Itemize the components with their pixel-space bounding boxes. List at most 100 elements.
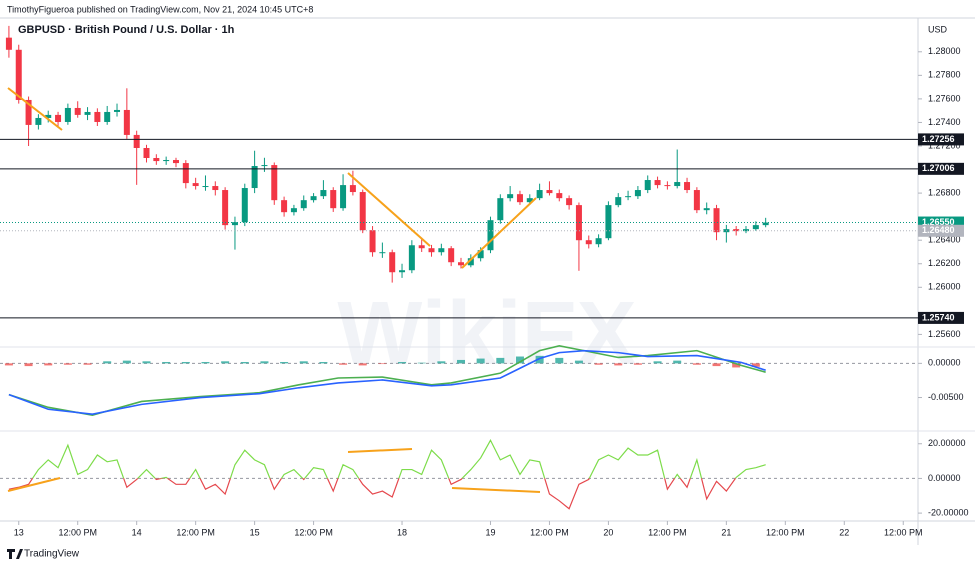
candle-body <box>389 252 396 273</box>
candle-body <box>418 245 425 249</box>
candle-body <box>300 200 307 209</box>
candle-body <box>693 190 700 211</box>
candle-body <box>674 182 681 187</box>
candle-body <box>330 190 337 209</box>
footer-brand: TradingView <box>24 549 80 560</box>
candle-body <box>644 180 651 191</box>
histogram-bar <box>653 361 662 364</box>
price-label: 1.27256 <box>922 134 955 144</box>
candle-body <box>467 258 474 266</box>
x-tick-label: 12:00 PM <box>58 527 97 537</box>
x-tick-label: 12:00 PM <box>648 527 687 537</box>
candle-body <box>104 111 111 122</box>
x-tick-label: 14 <box>132 527 142 537</box>
candle-body <box>123 109 130 135</box>
histogram-bar <box>44 363 53 366</box>
candle-body <box>212 186 219 191</box>
price-label: 1.26480 <box>922 225 955 235</box>
candle-body <box>507 194 514 199</box>
y-tick-label: -20.00000 <box>928 507 969 517</box>
candle-body <box>752 225 759 230</box>
trend-line <box>7 477 61 492</box>
y-tick-label: 0.00000 <box>928 358 961 368</box>
trend-line <box>347 172 431 247</box>
histogram-bar <box>201 361 210 364</box>
candle-body <box>497 198 504 221</box>
y-tick-label: 1.27600 <box>928 93 961 103</box>
histogram-bar <box>457 359 465 364</box>
candle-body <box>703 208 710 211</box>
candle-body <box>222 190 229 226</box>
y-tick-label: 1.26800 <box>928 187 961 197</box>
histogram-bar <box>4 363 13 366</box>
histogram-bar <box>555 357 564 364</box>
candle-body <box>143 147 150 159</box>
candle-body <box>241 188 248 223</box>
y-tick-label: 1.26400 <box>928 235 961 245</box>
candle-body <box>438 248 445 253</box>
histogram-bar <box>181 361 190 364</box>
candle-body <box>733 229 740 232</box>
candle-body <box>182 163 189 184</box>
candle-body <box>615 197 622 206</box>
histogram-bar <box>594 363 603 365</box>
candle-body <box>448 248 455 263</box>
candle-body <box>762 222 769 226</box>
candle-body <box>84 111 91 115</box>
candle-body <box>74 107 81 115</box>
price-label-box <box>918 224 964 237</box>
trend-line <box>347 448 413 453</box>
histogram-bar <box>142 361 151 364</box>
histogram-bar <box>515 356 524 364</box>
price-label-box <box>918 311 964 324</box>
candle-body <box>340 185 347 209</box>
y-tick-label: 1.26200 <box>928 258 961 268</box>
x-tick-label: 12:00 PM <box>766 527 805 537</box>
candle-body <box>625 196 632 198</box>
x-tick-label: 19 <box>485 527 495 537</box>
candle-body <box>5 37 12 50</box>
candle-body <box>477 250 484 259</box>
histogram-bar <box>24 363 33 367</box>
candle-body <box>231 222 238 226</box>
symbol-title: GBPUSD · British Pound / U.S. Dollar · 1… <box>18 24 235 36</box>
histogram-bar <box>692 363 701 365</box>
histogram-bar <box>83 363 92 365</box>
y-tick-label: 1.26000 <box>928 282 961 292</box>
histogram-bar <box>633 363 642 365</box>
candle-body <box>114 109 121 112</box>
histogram-bar <box>260 361 269 364</box>
candle-body <box>251 166 258 189</box>
candle-body <box>55 114 62 122</box>
candle-body <box>654 180 661 186</box>
candle-body <box>172 160 179 164</box>
histogram-bar <box>240 361 249 364</box>
candle-body <box>359 192 366 231</box>
axis-labels: 13 12:00 PM 14 12:00 PM 15 12:00 PM 18 19 12:00 … <box>14 46 969 537</box>
candle-body <box>487 220 494 251</box>
x-tick-label: 13 <box>14 527 24 537</box>
candle-body <box>408 245 415 271</box>
candle-body <box>94 111 101 122</box>
candle-body <box>271 165 278 201</box>
candle-body <box>556 193 563 199</box>
candle-body <box>664 185 671 187</box>
histogram-bar <box>339 363 348 365</box>
candle-body <box>428 248 435 253</box>
candle-body <box>585 240 592 245</box>
oscillator-line-up <box>31 438 766 479</box>
publish-info: TimothyFigueroa published on TradingView… <box>7 4 313 14</box>
candle-body <box>45 114 52 118</box>
histogram-bar <box>221 361 230 364</box>
candle-body <box>64 107 71 122</box>
y-tick-label: -0.00500 <box>928 392 964 402</box>
x-tick-label: 12:00 PM <box>530 527 569 537</box>
histogram-bar <box>122 360 131 364</box>
x-tick-label: 15 <box>250 527 260 537</box>
trend-line <box>7 87 63 131</box>
histogram-bar <box>417 362 426 364</box>
histogram-bar <box>673 360 682 364</box>
candle-body <box>595 238 602 245</box>
y-tick-label: 0.00000 <box>928 473 961 483</box>
